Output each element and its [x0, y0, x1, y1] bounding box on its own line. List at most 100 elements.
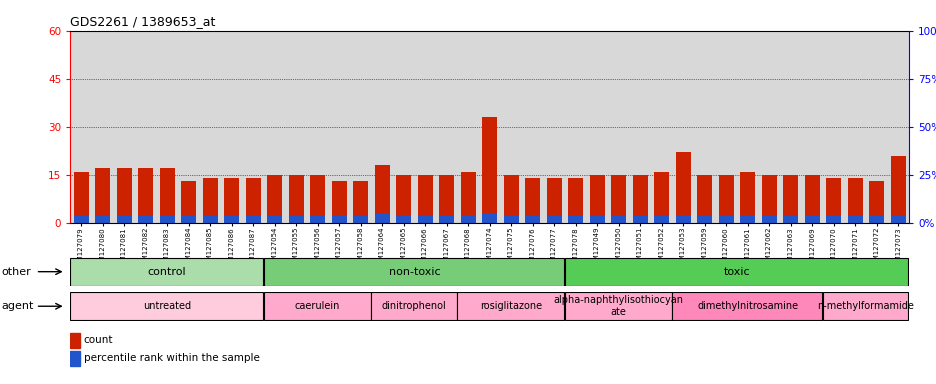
Bar [567, 216, 582, 223]
Text: n-methylformamide: n-methylformamide [816, 301, 914, 311]
Bar [70, 333, 80, 348]
Bar [181, 216, 196, 223]
Bar [371, 293, 457, 320]
Bar [869, 216, 884, 223]
Bar [675, 216, 690, 223]
Bar [457, 293, 563, 320]
Bar [761, 175, 776, 216]
Bar [696, 216, 711, 223]
Text: alpha-naphthylisothiocyan
ate: alpha-naphthylisothiocyan ate [553, 295, 683, 317]
Text: count: count [83, 335, 113, 345]
Bar [869, 181, 884, 216]
Bar [73, 216, 89, 223]
Bar [202, 216, 217, 223]
Bar [564, 293, 671, 320]
Bar [589, 175, 604, 216]
Text: untreated: untreated [143, 301, 191, 311]
Text: GDS2261 / 1389653_at: GDS2261 / 1389653_at [70, 15, 215, 28]
Text: dimethylnitrosamine: dimethylnitrosamine [696, 301, 797, 311]
Bar [331, 216, 346, 223]
Bar [632, 216, 647, 223]
Bar [310, 216, 325, 223]
Bar [138, 168, 153, 216]
Bar [718, 175, 733, 216]
Bar [567, 178, 582, 216]
Bar [138, 216, 153, 223]
Text: toxic: toxic [723, 266, 750, 277]
Bar [439, 216, 454, 223]
Bar [353, 181, 368, 216]
Bar [95, 168, 110, 216]
Bar [804, 175, 819, 216]
Bar [116, 168, 131, 216]
Bar [417, 175, 432, 216]
Text: other: other [2, 266, 32, 277]
Bar [610, 216, 625, 223]
Bar [889, 216, 905, 223]
Bar [589, 216, 604, 223]
Bar [245, 178, 260, 216]
Bar [847, 216, 862, 223]
Bar [353, 216, 368, 223]
Bar [564, 258, 908, 286]
Text: control: control [148, 266, 186, 277]
Bar [696, 175, 711, 216]
Text: non-toxic: non-toxic [388, 266, 440, 277]
Bar [202, 178, 217, 216]
Bar [653, 216, 668, 223]
Bar [461, 172, 475, 216]
Bar [653, 172, 668, 216]
Bar [546, 216, 561, 223]
Bar [804, 216, 819, 223]
Bar [672, 293, 822, 320]
Bar [70, 351, 80, 366]
Bar [288, 175, 303, 216]
Bar [267, 216, 282, 223]
Bar [331, 181, 346, 216]
Bar [417, 216, 432, 223]
Bar [267, 175, 282, 216]
Bar [224, 216, 239, 223]
Bar [503, 175, 518, 216]
Bar [159, 216, 174, 223]
Bar [782, 175, 797, 216]
Bar [675, 152, 690, 216]
Bar [70, 258, 263, 286]
Bar [524, 178, 539, 216]
Bar [396, 175, 411, 216]
Bar [503, 216, 518, 223]
Bar [481, 117, 497, 213]
Bar [826, 216, 841, 223]
Bar [481, 213, 497, 223]
Text: agent: agent [2, 301, 35, 311]
Bar [374, 213, 389, 223]
Bar [116, 216, 131, 223]
Bar [889, 156, 905, 216]
Bar [822, 293, 908, 320]
Bar [310, 175, 325, 216]
Bar [546, 178, 561, 216]
Bar [718, 216, 733, 223]
Bar [761, 216, 776, 223]
Bar [439, 175, 454, 216]
Text: caerulein: caerulein [295, 301, 340, 311]
Bar [73, 172, 89, 216]
Bar [610, 175, 625, 216]
Bar [264, 293, 371, 320]
Bar [739, 216, 754, 223]
Bar [264, 258, 563, 286]
Bar [739, 172, 754, 216]
Text: rosiglitazone: rosiglitazone [479, 301, 542, 311]
Bar [224, 178, 239, 216]
Bar [632, 175, 647, 216]
Text: percentile rank within the sample: percentile rank within the sample [83, 353, 259, 363]
Bar [159, 168, 174, 216]
Bar [245, 216, 260, 223]
Bar [288, 216, 303, 223]
Bar [396, 216, 411, 223]
Text: dinitrophenol: dinitrophenol [382, 301, 446, 311]
Bar [70, 293, 263, 320]
Bar [782, 216, 797, 223]
Bar [826, 178, 841, 216]
Bar [461, 216, 475, 223]
